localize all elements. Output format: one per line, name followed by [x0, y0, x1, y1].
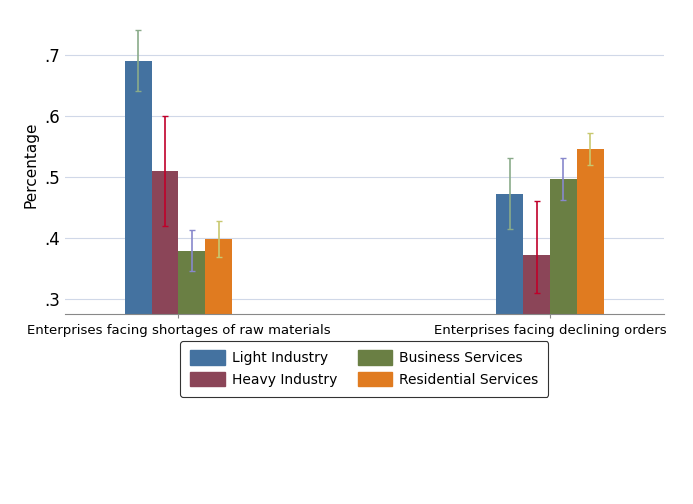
Bar — [179, 251, 205, 314]
Bar — [577, 149, 604, 314]
Y-axis label: Percentage: Percentage — [24, 121, 39, 208]
Bar — [523, 255, 550, 314]
Bar — [496, 194, 523, 314]
Bar — [550, 178, 577, 314]
Legend: Light Industry, Heavy Industry, Business Services, Residential Services: Light Industry, Heavy Industry, Business… — [180, 341, 548, 397]
Bar — [152, 170, 179, 314]
Bar — [125, 61, 152, 314]
Bar — [205, 239, 232, 314]
